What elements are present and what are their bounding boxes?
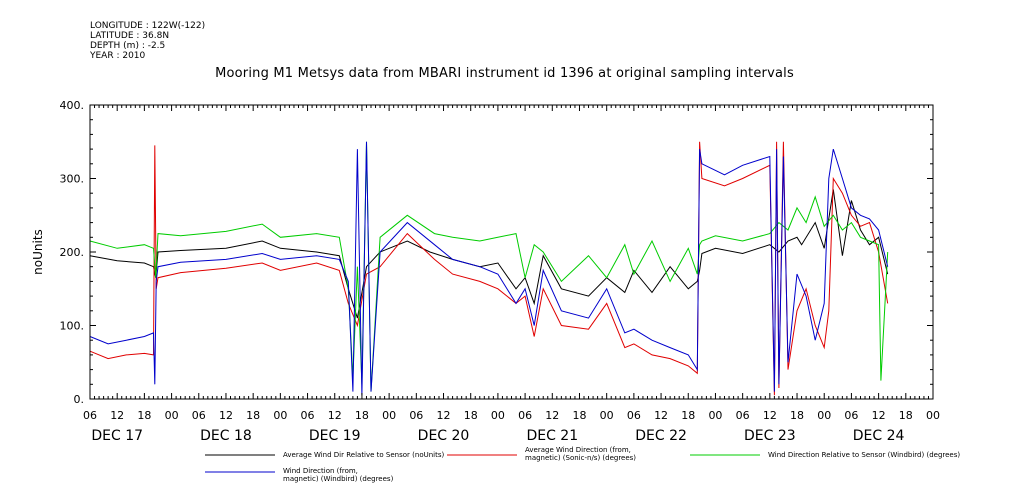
x-tick-label: 06 bbox=[627, 409, 641, 422]
x-tick-label: 06 bbox=[409, 409, 423, 422]
x-tick-label: 00 bbox=[926, 409, 940, 422]
chart-title: Mooring M1 Metsys data from MBARI instru… bbox=[215, 66, 794, 81]
x-tick-label: 00 bbox=[600, 409, 614, 422]
x-day-label: DEC 21 bbox=[526, 428, 578, 444]
legend-entry-red-line2: magnetic) (Sonic-n/s) (degrees) bbox=[525, 454, 637, 462]
series-line-0 bbox=[89, 189, 889, 319]
x-tick-label: 00 bbox=[382, 409, 396, 422]
x-day-label: DEC 20 bbox=[418, 428, 470, 444]
depth-label: DEPTH (m) : -2.5 bbox=[90, 41, 166, 51]
series-line-2 bbox=[89, 141, 889, 392]
series-layer bbox=[89, 141, 889, 396]
x-tick-label: 06 bbox=[736, 409, 750, 422]
series-line-3 bbox=[89, 141, 889, 396]
x-tick-label: 12 bbox=[219, 409, 233, 422]
y-tick-label: 0. bbox=[74, 393, 85, 406]
x-tick-label: 12 bbox=[654, 409, 668, 422]
y-axis-label: noUnits bbox=[31, 229, 45, 275]
x-tick-label: 06 bbox=[518, 409, 532, 422]
legend-entry-red: Average Wind Direction (from, magnetic) … bbox=[525, 446, 636, 462]
ticks-layer: 0. 100. 200. 300. 400. 06 12 18 00 06 12 18 00 06 12 18… bbox=[60, 99, 941, 444]
x-tick-label: 00 bbox=[165, 409, 179, 422]
legend-entry-black: Average Wind Dir Relative to Sensor (noU… bbox=[283, 451, 445, 459]
x-tick-label: 12 bbox=[545, 409, 559, 422]
x-tick-label: 18 bbox=[790, 409, 804, 422]
legend-entry-blue-line2: magnetic) (Windbird) (degrees) bbox=[283, 475, 394, 483]
x-day-label: DEC 17 bbox=[91, 428, 143, 444]
x-tick-label: 18 bbox=[355, 409, 369, 422]
x-tick-label: 12 bbox=[328, 409, 342, 422]
x-day-label: DEC 24 bbox=[853, 428, 905, 444]
x-tick-label: 06 bbox=[83, 409, 97, 422]
series-line-1 bbox=[89, 141, 889, 396]
latitude-label: LATITUDE : 36.8N bbox=[90, 31, 170, 41]
x-tick-label: 06 bbox=[301, 409, 315, 422]
x-tick-label: 18 bbox=[246, 409, 260, 422]
x-tick-label: 12 bbox=[437, 409, 451, 422]
legend-entry-red-line1: Average Wind Direction (from, bbox=[525, 446, 631, 454]
metadata-block: LONGITUDE : 122W(-122) LATITUDE : 36.8N … bbox=[90, 21, 205, 61]
x-day-label: DEC 18 bbox=[200, 428, 252, 444]
longitude-label: LONGITUDE : 122W(-122) bbox=[90, 21, 206, 31]
x-day-label: DEC 22 bbox=[635, 428, 687, 444]
plot-frame bbox=[89, 104, 934, 400]
x-day-label: DEC 19 bbox=[309, 428, 361, 444]
legend-entry-green: Wind Direction Relative to Sensor (Windb… bbox=[768, 451, 961, 459]
x-tick-label: 18 bbox=[464, 409, 478, 422]
year-label: YEAR : 2010 bbox=[90, 51, 146, 61]
legend-entry-blue-line1: Wind Direction (from, bbox=[283, 467, 358, 475]
y-tick-label: 300. bbox=[60, 173, 85, 186]
x-tick-label: 18 bbox=[572, 409, 586, 422]
x-tick-label: 00 bbox=[817, 409, 831, 422]
x-tick-label: 18 bbox=[899, 409, 913, 422]
legend-entry-blue: Wind Direction (from, magnetic) (Windbir… bbox=[283, 467, 393, 483]
x-tick-label: 06 bbox=[192, 409, 206, 422]
x-tick-label: 12 bbox=[110, 409, 124, 422]
x-tick-label: 12 bbox=[872, 409, 886, 422]
x-day-label: DEC 23 bbox=[744, 428, 796, 444]
x-tick-label: 00 bbox=[491, 409, 505, 422]
x-tick-label: 18 bbox=[137, 409, 151, 422]
y-tick-label: 100. bbox=[60, 320, 85, 333]
x-tick-label: 18 bbox=[681, 409, 695, 422]
y-tick-label: 200. bbox=[60, 246, 85, 259]
x-tick-label: 00 bbox=[708, 409, 722, 422]
x-tick-label: 12 bbox=[763, 409, 777, 422]
x-tick-label: 06 bbox=[844, 409, 858, 422]
x-tick-label: 00 bbox=[273, 409, 287, 422]
y-tick-label: 400. bbox=[60, 99, 85, 112]
